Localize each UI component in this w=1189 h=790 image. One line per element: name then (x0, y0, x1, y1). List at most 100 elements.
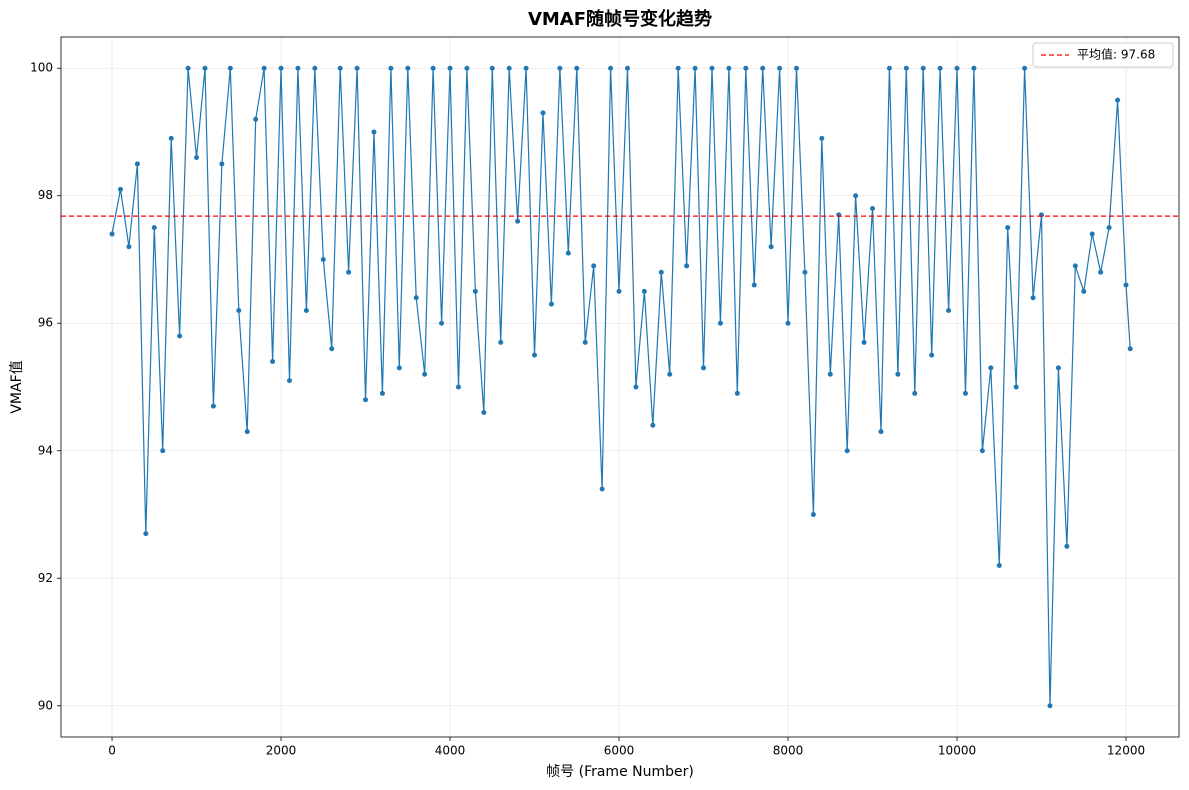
data-point (413, 295, 419, 301)
data-point (768, 244, 774, 250)
data-point (1030, 295, 1036, 301)
chart-title: VMAF随帧号变化趋势 (528, 8, 712, 30)
y-tick-label: 92 (38, 571, 53, 585)
data-point (870, 205, 876, 211)
data-point (920, 65, 926, 71)
data-point (515, 218, 521, 224)
data-point (1047, 703, 1053, 709)
data-point (523, 65, 529, 71)
data-point (439, 320, 445, 326)
data-point (785, 320, 791, 326)
data-point (396, 365, 402, 371)
data-point (903, 65, 909, 71)
data-point (886, 65, 892, 71)
data-point (405, 65, 411, 71)
data-point (194, 154, 200, 160)
data-point (582, 339, 588, 345)
data-point (591, 263, 597, 269)
series-line (111, 68, 1131, 706)
data-point (565, 250, 571, 256)
data-point (1055, 365, 1061, 371)
data-point (726, 65, 732, 71)
data-point (633, 384, 639, 390)
data-point (1072, 263, 1078, 269)
x-tick-label: 12000 (1107, 744, 1145, 758)
data-point (658, 269, 664, 275)
data-point (802, 269, 808, 275)
data-point (540, 110, 546, 116)
data-point (1089, 231, 1095, 237)
data-point (760, 65, 766, 71)
legend: 平均值: 97.68 (1032, 42, 1174, 68)
data-point (177, 333, 183, 339)
data-point (692, 65, 698, 71)
data-point (701, 365, 707, 371)
data-point (929, 352, 935, 358)
data-point (962, 390, 968, 396)
data-point (684, 263, 690, 269)
data-point (354, 65, 360, 71)
data-point (151, 225, 157, 231)
data-point (1115, 97, 1121, 103)
data-point (861, 339, 867, 345)
data-point (1106, 225, 1112, 231)
x-axis-label: 帧号 (Frame Number) (546, 764, 694, 780)
data-point (286, 378, 292, 384)
data-point (1005, 225, 1011, 231)
data-point (599, 486, 605, 492)
data-point (675, 65, 681, 71)
y-tick-label: 98 (38, 188, 53, 202)
legend-box (1032, 42, 1174, 68)
data-point (946, 307, 952, 313)
data-point (827, 371, 833, 377)
data-point (819, 135, 825, 141)
y-tick-label: 96 (38, 316, 53, 330)
data-point (168, 135, 174, 141)
data-point (160, 448, 166, 454)
data-point (624, 65, 630, 71)
data-point (616, 288, 622, 294)
data-point (853, 193, 859, 199)
frame (60, 36, 1180, 738)
data-point (844, 448, 850, 454)
data-point (650, 422, 656, 428)
data-point (988, 365, 994, 371)
data-point (430, 65, 436, 71)
x-tick-label: 8000 (773, 744, 804, 758)
data-point (143, 531, 149, 537)
data-point (303, 307, 309, 313)
data-point (608, 65, 614, 71)
data-point (971, 65, 977, 71)
data-point (979, 448, 985, 454)
data-point (134, 161, 140, 167)
data-point (371, 129, 377, 135)
data-point (996, 563, 1002, 569)
data-point (717, 320, 723, 326)
data-point (227, 65, 233, 71)
x-tick-label: 6000 (604, 744, 635, 758)
data-point (481, 410, 487, 416)
data-point (743, 65, 749, 71)
data-point (506, 65, 512, 71)
x-tick-label: 4000 (435, 744, 466, 758)
data-point (422, 371, 428, 377)
data-point (489, 65, 495, 71)
data-point (667, 371, 673, 377)
data-point (210, 403, 216, 409)
data-point (878, 429, 884, 435)
data-point (1013, 384, 1019, 390)
data-point (709, 65, 715, 71)
data-point (777, 65, 783, 71)
data-point (532, 352, 538, 358)
data-point (464, 65, 470, 71)
data-point (346, 269, 352, 275)
data-point (498, 339, 504, 345)
y-axis-label: VMAF值 (9, 360, 25, 413)
data-point (1022, 65, 1028, 71)
x-tick-label: 2000 (266, 744, 297, 758)
data-point (337, 65, 343, 71)
data-point (734, 390, 740, 396)
data-point (278, 65, 284, 71)
data-point (312, 65, 318, 71)
